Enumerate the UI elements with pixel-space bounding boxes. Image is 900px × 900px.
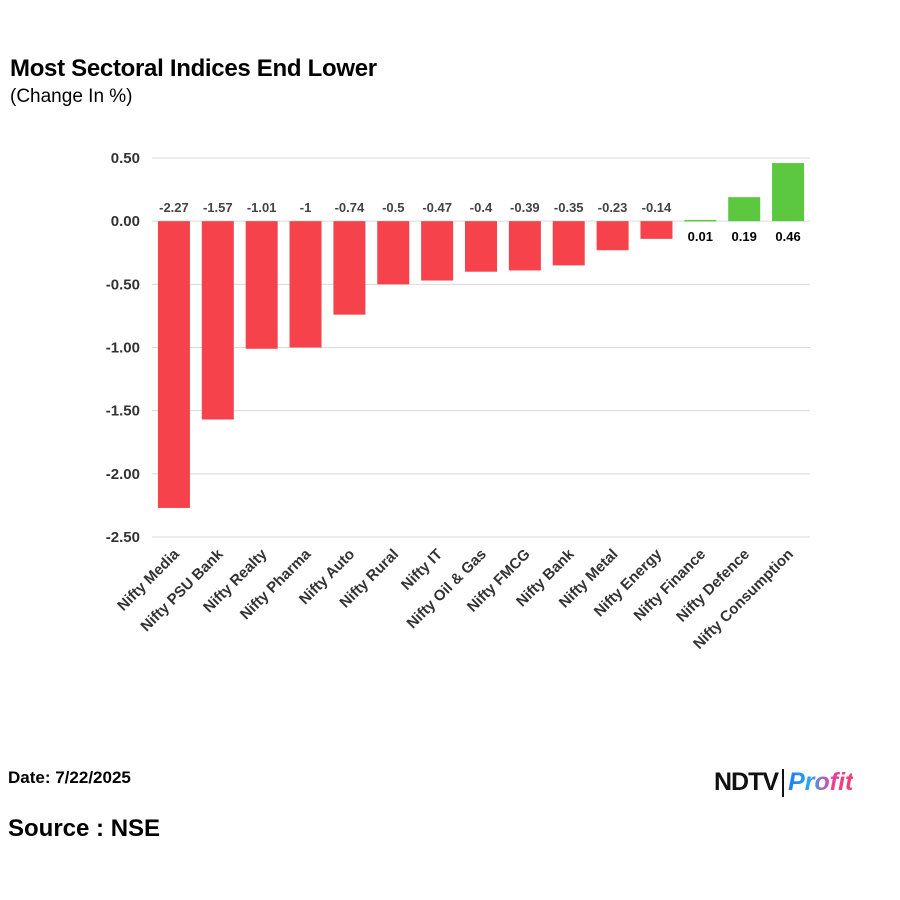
data-label: -0.14 xyxy=(642,200,672,215)
ndtv-profit-logo: NDTV Profit xyxy=(714,768,854,797)
bar xyxy=(333,221,366,315)
bar xyxy=(772,163,805,222)
data-label: -2.27 xyxy=(159,200,189,215)
x-tick-label: Nifty Oil & Gas xyxy=(404,546,490,632)
bar xyxy=(157,221,190,508)
data-label: -0.5 xyxy=(382,200,404,215)
data-label: -0.4 xyxy=(470,200,493,215)
data-label: -1.01 xyxy=(247,200,277,215)
data-label: -0.47 xyxy=(422,200,452,215)
y-tick-label: 0.50 xyxy=(111,150,140,167)
chart-title: Most Sectoral Indices End Lower xyxy=(10,55,377,82)
bar-chart: 0.50 0.00 -0.50 -1.00 -1.50 -2.00 -2.50 -2.27 Ni… xyxy=(106,150,810,653)
y-tick-label: -1.50 xyxy=(106,403,140,420)
bar xyxy=(245,221,278,349)
bar xyxy=(421,221,454,281)
bar xyxy=(201,221,234,420)
data-label: 0.19 xyxy=(732,229,757,244)
data-label: 0.01 xyxy=(688,229,713,244)
bar xyxy=(640,221,673,239)
bar xyxy=(508,221,541,271)
date-label: Date: 7/22/2025 xyxy=(8,768,131,787)
y-tick-label: 0.00 xyxy=(111,213,140,230)
bar xyxy=(684,219,717,222)
y-tick-label: -1.00 xyxy=(106,340,140,357)
data-label: -0.74 xyxy=(335,200,365,215)
bar xyxy=(596,221,629,251)
y-tick-label: -2.00 xyxy=(106,466,140,483)
bar xyxy=(377,221,410,285)
data-label: -0.23 xyxy=(598,200,628,215)
chart-subtitle: (Change In %) xyxy=(10,86,133,107)
data-label: -1.57 xyxy=(203,200,233,215)
y-tick-label: -2.50 xyxy=(106,529,140,546)
bar xyxy=(289,221,322,348)
bar xyxy=(552,221,585,266)
bar xyxy=(465,221,497,272)
data-label: -0.35 xyxy=(554,200,584,215)
data-label: -0.39 xyxy=(510,200,540,215)
y-tick-label: -0.50 xyxy=(106,276,140,293)
data-label: 0.46 xyxy=(775,229,800,244)
bar xyxy=(728,197,761,222)
data-label: -1 xyxy=(300,200,312,215)
source-label: Source : NSE xyxy=(8,815,161,842)
